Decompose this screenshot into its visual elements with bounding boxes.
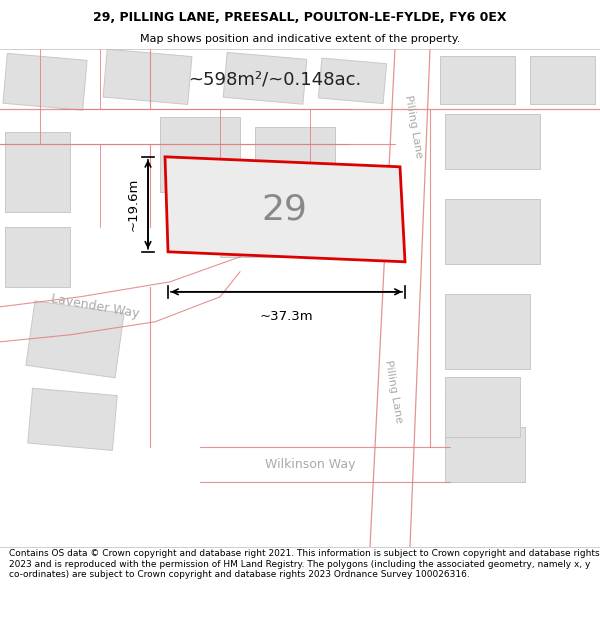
Bar	[445, 294, 530, 369]
Text: Pilling Lane: Pilling Lane	[383, 359, 403, 424]
Bar	[445, 114, 540, 169]
Polygon shape	[165, 157, 405, 262]
Bar	[445, 394, 520, 449]
Polygon shape	[370, 49, 430, 547]
Bar	[530, 56, 595, 104]
Text: Map shows position and indicative extent of the property.: Map shows position and indicative extent…	[140, 34, 460, 44]
Polygon shape	[0, 49, 600, 109]
Text: ~37.3m: ~37.3m	[260, 310, 313, 322]
Bar	[445, 377, 520, 437]
Polygon shape	[223, 52, 307, 104]
Bar	[5, 132, 70, 212]
Bar	[5, 227, 70, 287]
Bar	[220, 197, 280, 257]
Text: ~19.6m: ~19.6m	[127, 177, 140, 231]
Bar	[160, 117, 240, 192]
Polygon shape	[103, 49, 192, 104]
Text: ~598m²/~0.148ac.: ~598m²/~0.148ac.	[188, 70, 361, 88]
Polygon shape	[28, 388, 117, 451]
Text: Contains OS data © Crown copyright and database right 2021. This information is : Contains OS data © Crown copyright and d…	[9, 549, 599, 579]
Bar	[255, 127, 335, 192]
Polygon shape	[200, 447, 450, 482]
Polygon shape	[3, 53, 87, 110]
Text: Lavender Way: Lavender Way	[50, 292, 140, 321]
Bar	[285, 197, 350, 257]
Text: 29, PILLING LANE, PREESALL, POULTON-LE-FYLDE, FY6 0EX: 29, PILLING LANE, PREESALL, POULTON-LE-F…	[93, 11, 507, 24]
Bar	[445, 427, 525, 482]
Text: Pilling Lane: Pilling Lane	[403, 94, 424, 159]
Polygon shape	[319, 58, 386, 104]
Text: Wilkinson Way: Wilkinson Way	[265, 458, 355, 471]
Polygon shape	[0, 227, 260, 342]
Polygon shape	[26, 301, 124, 378]
Bar	[440, 56, 515, 104]
Bar	[445, 199, 540, 264]
Text: 29: 29	[262, 192, 307, 226]
